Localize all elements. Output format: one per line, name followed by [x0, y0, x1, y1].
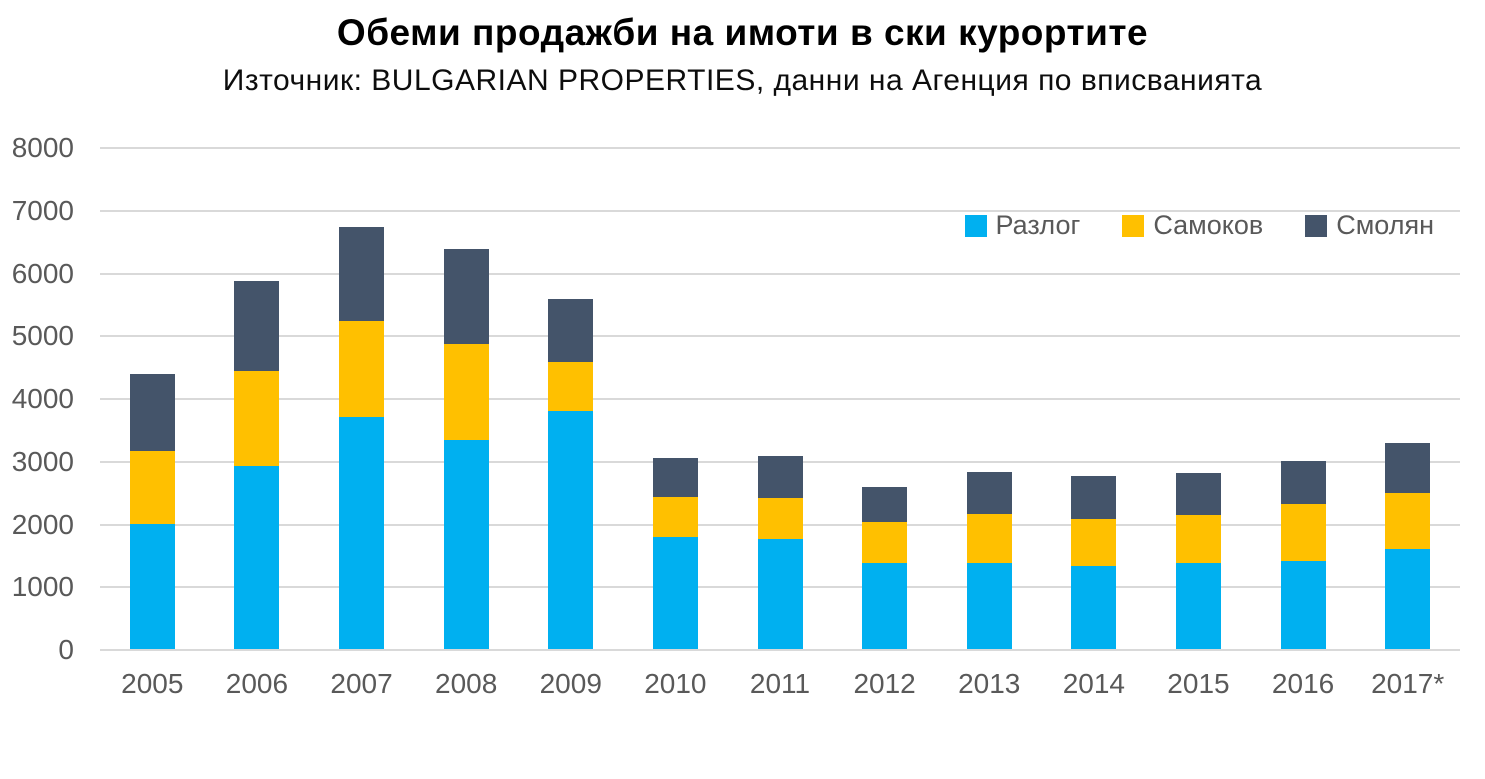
- bar-2015: [1175, 473, 1221, 649]
- bar-2011: [757, 456, 803, 649]
- bar-2006: [234, 280, 280, 649]
- x-tick-label-2007: 2007: [330, 668, 393, 699]
- bar-segment-2008-Самоков: [443, 344, 489, 441]
- chart-legend: Разлог Самоков Смолян: [964, 210, 1434, 241]
- y-tick-label-2000: 2000: [11, 508, 74, 540]
- bar-segment-2012-Смолян: [862, 486, 908, 522]
- y-axis: 0 1000 2000 3000 4000 5000 6000 7000 8000: [0, 132, 74, 665]
- bar-segment-2007-Разлог: [339, 416, 385, 649]
- bar-segment-2013-Самоков: [966, 514, 1012, 564]
- x-tick-label-2015: 2015: [1167, 668, 1230, 699]
- bar-segment-2010-Смолян: [652, 458, 698, 497]
- x-tick-label-2011: 2011: [749, 668, 811, 699]
- chart-title: Обеми продажби на имоти в ски курортите: [336, 12, 1149, 53]
- bar-segment-2015-Разлог: [1175, 563, 1221, 649]
- bar-segment-2017*-Разлог: [1385, 548, 1431, 649]
- bar-segment-2012-Самоков: [862, 521, 908, 564]
- x-tick-label-2010: 2010: [644, 668, 707, 699]
- bar-segment-2005-Смолян: [129, 374, 175, 451]
- y-tick-label-5000: 5000: [11, 320, 74, 352]
- legend-swatch-smolyan-icon: [1305, 214, 1328, 237]
- x-tick-label-2009: 2009: [539, 668, 602, 699]
- x-tick-label-2017*: 2017*: [1371, 668, 1445, 699]
- bar-segment-2009-Разлог: [548, 410, 594, 649]
- bar-segment-2008-Смолян: [443, 249, 489, 345]
- x-tick-label-2014: 2014: [1062, 668, 1125, 699]
- bar-segment-2006-Самоков: [234, 371, 280, 466]
- x-tick-label-2013: 2013: [958, 668, 1021, 699]
- legend-label-smolyan: Смолян: [1336, 210, 1434, 240]
- bar-2013: [966, 472, 1012, 649]
- bar-2014: [1071, 475, 1117, 649]
- bar-2017*: [1385, 442, 1431, 649]
- bar-segment-2012-Разлог: [862, 563, 908, 649]
- gridline-4000: [100, 398, 1460, 400]
- chart-subtitle: Източник: BULGARIAN PROPERTIES, данни на…: [222, 64, 1263, 97]
- bar-segment-2011-Смолян: [757, 456, 803, 498]
- bar-segment-2014-Разлог: [1071, 566, 1117, 649]
- gridline-7000: [100, 209, 1460, 212]
- bar-segment-2010-Разлог: [652, 537, 698, 649]
- bar-2012: [862, 486, 908, 649]
- y-tick-label-6000: 6000: [11, 257, 74, 289]
- legend-label-samokov: Самоков: [1153, 210, 1264, 240]
- y-tick-label-8000: 8000: [11, 132, 74, 163]
- bar-segment-2007-Смолян: [339, 227, 385, 321]
- bar-2008: [443, 249, 489, 649]
- bar-segment-2013-Смолян: [966, 472, 1012, 515]
- bar-segment-2011-Самоков: [757, 497, 803, 539]
- bar-segment-2010-Самоков: [652, 496, 698, 538]
- bar-segment-2016-Самоков: [1280, 504, 1326, 561]
- legend-swatch-samokov-icon: [1122, 214, 1145, 237]
- bar-2010: [652, 458, 698, 649]
- bar-segment-2011-Разлог: [757, 538, 803, 649]
- bar-segment-2006-Разлог: [234, 465, 280, 649]
- legend-item-samokov: Самоков: [1122, 210, 1263, 241]
- bar-segment-2005-Самоков: [129, 450, 175, 524]
- bar-2005: [129, 374, 175, 649]
- bar-segment-2008-Разлог: [443, 440, 489, 649]
- bar-segment-2015-Смолян: [1175, 473, 1221, 515]
- bar-segment-2014-Самоков: [1071, 519, 1117, 567]
- bar-segment-2017*-Самоков: [1385, 492, 1431, 549]
- y-tick-label-3000: 3000: [11, 445, 74, 477]
- x-tick-label-2006: 2006: [225, 668, 289, 699]
- legend-swatch-razlog-icon: [964, 214, 987, 237]
- bar-segment-2009-Самоков: [548, 362, 594, 411]
- bar-segment-2009-Смолян: [548, 298, 594, 363]
- bar-segment-2015-Самоков: [1175, 514, 1221, 564]
- plot-area: Разлог Самоков Смолян: [100, 147, 1460, 651]
- gridline-6000: [100, 272, 1460, 275]
- bar-segment-2016-Разлог: [1280, 560, 1326, 649]
- legend-item-smolyan: Смолян: [1305, 210, 1434, 241]
- bar-segment-2006-Смолян: [234, 280, 280, 372]
- y-tick-label-1000: 1000: [11, 571, 74, 603]
- bar-2009: [548, 298, 594, 649]
- bar-segment-2013-Разлог: [966, 563, 1012, 649]
- y-tick-label-0: 0: [58, 634, 74, 665]
- gridline-0: [100, 649, 1460, 651]
- x-tick-label-2008: 2008: [435, 668, 498, 699]
- bar-segment-2005-Разлог: [129, 523, 175, 649]
- x-axis: 2005 2006 2007 2008 2009 2010 2011 2012 2013 2014…: [100, 668, 1460, 708]
- gridline-5000: [100, 335, 1460, 338]
- bar-segment-2017*-Смолян: [1385, 442, 1431, 493]
- y-tick-label-7000: 7000: [11, 194, 74, 226]
- bar-segment-2016-Смолян: [1280, 460, 1326, 505]
- x-tick-label-2012: 2012: [853, 668, 916, 699]
- bar-segment-2007-Самоков: [339, 320, 385, 417]
- gridline-8000: [100, 147, 1460, 149]
- x-tick-label-2005: 2005: [121, 668, 184, 699]
- legend-label-razlog: Разлог: [995, 210, 1081, 240]
- x-tick-label-2016: 2016: [1271, 668, 1335, 699]
- bar-segment-2014-Смолян: [1071, 475, 1117, 520]
- legend-item-razlog: Разлог: [964, 210, 1081, 241]
- y-tick-label-4000: 4000: [11, 383, 74, 414]
- bar-2007: [339, 227, 385, 649]
- bar-2016: [1280, 460, 1326, 649]
